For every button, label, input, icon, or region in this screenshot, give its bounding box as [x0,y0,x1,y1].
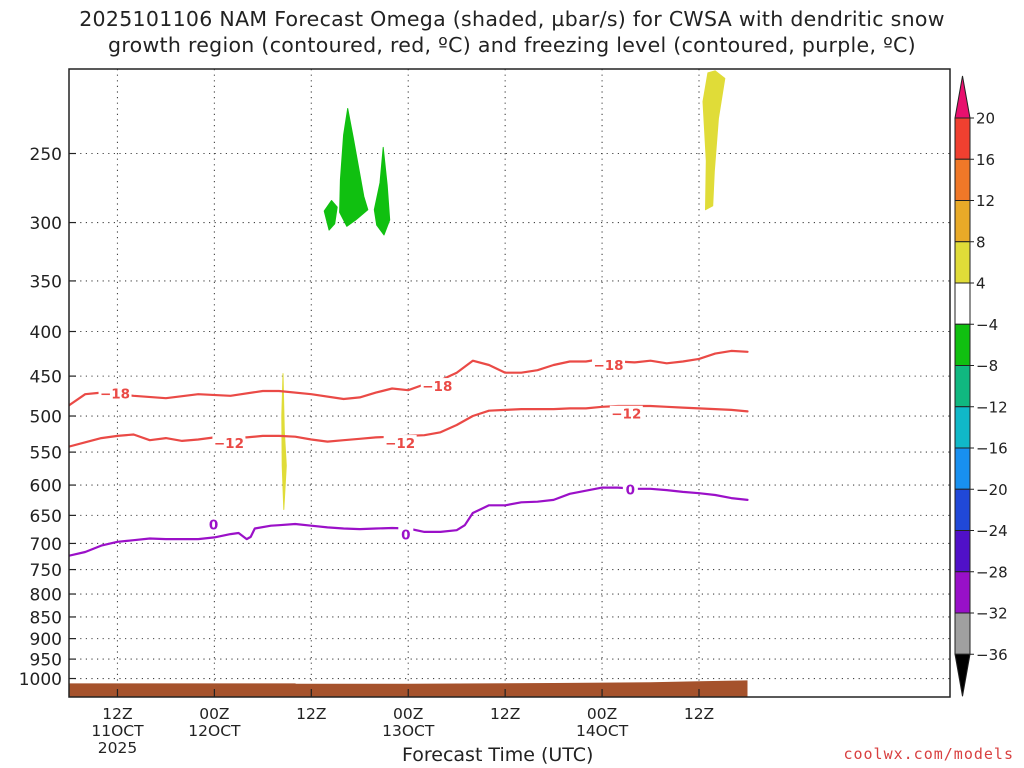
x-tick-label: 00Z [587,705,617,723]
contour-lines [69,349,749,557]
colorbar-bin [954,282,971,325]
colorbar-tick-label: −4 [976,316,998,334]
y-tick-label: 600 [30,477,62,497]
colorbar-tick-label: −24 [976,522,1008,540]
gridlines [69,69,950,697]
y-tick-label: 550 [30,444,62,464]
contour-label: −18 [593,358,623,374]
omega-shaded-region [281,373,287,510]
colorbar-top-arrow [954,75,971,119]
y-tick-label: 800 [30,586,62,606]
colorbar-bin [954,200,971,243]
colorbar-bin [954,365,971,408]
y-tick-label: 850 [30,608,62,628]
y-tick-label: 400 [30,323,62,343]
y-tick-label: 500 [30,408,62,428]
contour-label-bg [383,435,417,452]
colorbar-bin [954,158,971,201]
colorbar-tick-label: 20 [976,110,995,128]
x-tick-label: 11OCT [91,722,144,740]
x-tick-label: 12Z [296,705,326,723]
colorbar-bin [954,447,971,490]
x-tick-label: 2025 [98,739,137,757]
terrain-ground [69,680,748,697]
terrain-layer [69,680,748,697]
colorbar-tick-label: −20 [976,481,1008,499]
colorbar: 20 16 12 8 4 −4 −8 −12 −16 −20 −24 −28 −32 −36 [954,75,1008,697]
contour-label-bg [420,378,454,395]
omega-shaded-region [702,70,726,211]
omega-shading [281,70,726,510]
colorbar-bin [954,323,971,366]
y-tick-label: 300 [30,214,62,234]
contour-label-bg [212,435,246,452]
colorbar-tick-label: −36 [976,646,1008,664]
chart-title-line-2: growth region (contoured, red, ºC) and f… [108,33,916,57]
y-tick-label: 700 [30,535,62,555]
contour-label: 0 [209,518,218,534]
colorbar-tick-label: −32 [976,605,1008,623]
y-tick-label: 950 [30,651,62,671]
y-tick-label: 250 [30,145,62,165]
contour-label: −18 [422,379,452,395]
contour-label: −18 [100,386,130,402]
x-tick-label: 14OCT [576,722,629,740]
colorbar-bin [954,571,971,614]
x-tick-label: 12Z [684,705,714,723]
contour-line [69,349,749,407]
colorbar-tick-label: −8 [976,357,998,375]
y-tick-label: 1000 [19,670,62,690]
colorbar-tick-label: 8 [976,233,986,251]
y-tick-label: 450 [30,368,62,388]
colorbar-bin [954,530,971,573]
x-tick-label: 12OCT [188,722,241,740]
chart-title-line-1: 2025101106 NAM Forecast Omega (shaded, µ… [79,7,945,31]
contour-label-bg [398,526,414,543]
colorbar-bottom-arrow [954,653,971,697]
colorbar-bin [954,406,971,449]
y-tick-label: 900 [30,630,62,650]
contour-label: 0 [626,482,635,498]
y-tick-label: 650 [30,507,62,527]
colorbar-tick-label: 12 [976,192,995,210]
y-tick-label: 350 [30,272,62,292]
contour-label: −12 [385,436,415,452]
contour-label: 0 [401,528,410,544]
plot-frame [68,68,951,698]
colorbar-tick-label: −28 [976,563,1008,581]
contour-labels: −18 −18 −18 −12 −12 −12 0 0 0 [98,357,643,544]
watermark-link[interactable]: coolwx.com/models [843,745,1014,763]
colorbar-bin [954,612,971,655]
omega-shaded-region [323,200,338,231]
y-tick-label: 750 [30,561,62,581]
contour-label-bg [592,357,626,374]
contour-label-bg [98,385,132,402]
contour-label-bg [622,481,638,498]
x-tick-label: 00Z [393,705,423,723]
colorbar-bin [954,117,971,160]
contour-label: −12 [214,436,244,452]
colorbar-bin [954,488,971,531]
x-tick-label: 12Z [490,705,520,723]
colorbar-tick-label: −16 [976,440,1008,458]
x-tick-label: 13OCT [382,722,435,740]
x-tick-label: 00Z [199,705,229,723]
colorbar-tick-label: −12 [976,398,1008,416]
contour-label-bg [609,405,643,422]
colorbar-tick-label: 4 [976,275,986,293]
x-axis-title: Forecast Time (UTC) [402,744,594,766]
x-tick-label: 12Z [102,705,132,723]
contour-label-bg [206,516,222,533]
omega-shaded-region [339,108,369,227]
chart-title: 2025101106 NAM Forecast Omega (shaded, µ… [0,6,1024,58]
contour-label: −12 [611,407,641,423]
omega-shaded-region [373,146,391,236]
colorbar-tick-label: 16 [976,151,995,169]
colorbar-bin [954,241,971,284]
y-axis: 2503003504004505005506006507007508008509… [19,145,76,690]
